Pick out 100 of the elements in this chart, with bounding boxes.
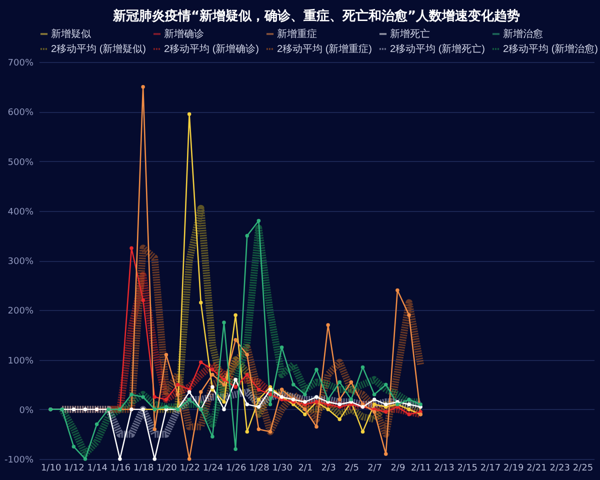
point [407, 402, 411, 406]
point [210, 385, 214, 389]
point [349, 398, 354, 402]
point [256, 218, 261, 223]
x-tick-label: 2/25 [572, 464, 594, 474]
y-tick-label: -100% [4, 456, 34, 466]
point [118, 457, 122, 461]
point [292, 382, 296, 386]
point [234, 385, 238, 389]
legend-label: 新增重症 [277, 28, 317, 40]
x-tick-label: 2/9 [390, 464, 406, 474]
point [256, 398, 261, 402]
x-tick-label: 2/7 [368, 464, 382, 474]
point [268, 388, 272, 392]
point [234, 378, 238, 382]
point [338, 402, 342, 406]
point [210, 368, 214, 372]
chart-title: 新冠肺炎疫情“新增疑似，确诊、重症、死亡和治愈”人数增速变化趋势 [112, 8, 520, 24]
legend-label: 新增疑似 [51, 28, 91, 40]
point [210, 372, 214, 377]
point [360, 365, 365, 370]
y-tick-label: 600% [8, 108, 34, 118]
point [245, 430, 249, 434]
point [222, 378, 226, 382]
point [130, 246, 134, 250]
point [268, 402, 272, 406]
point [349, 380, 354, 384]
point [164, 398, 168, 402]
legend-label: 2移动平均 (新增确诊) [164, 43, 259, 55]
point [141, 84, 145, 89]
point [245, 352, 249, 357]
point [303, 412, 307, 416]
point [314, 368, 318, 372]
point [222, 408, 226, 412]
x-tick-label: 1/24 [202, 464, 224, 474]
point [245, 234, 249, 238]
point [152, 427, 156, 432]
point [360, 430, 365, 434]
point [152, 457, 156, 461]
legend-label: 新增死亡 [390, 28, 430, 40]
x-tick-label: 1/16 [110, 464, 131, 474]
point [222, 320, 226, 324]
point [72, 444, 76, 448]
point [338, 380, 342, 384]
x-tick-label: 1/10 [40, 464, 62, 474]
legend-label: 新增治愈 [503, 28, 543, 40]
point [130, 392, 134, 396]
y-tick-label: 200% [8, 306, 34, 317]
x-tick-label: 2/15 [457, 464, 478, 474]
legend-label: 2移动平均 (新增重症) [277, 43, 372, 55]
point [268, 430, 272, 434]
y-tick-label: 300% [8, 257, 34, 267]
x-tick-label: 1/26 [226, 464, 246, 474]
x-tick-label: 2/23 [550, 464, 570, 474]
point [72, 408, 76, 412]
point [245, 372, 249, 377]
point [256, 427, 261, 432]
point [303, 392, 307, 396]
point [187, 112, 192, 116]
point [280, 345, 284, 350]
point [338, 398, 342, 402]
point [372, 402, 376, 406]
legend-label: 新增确诊 [164, 28, 204, 40]
point [384, 410, 388, 414]
y-tick-label: 100% [8, 356, 34, 366]
point [407, 412, 411, 416]
point [222, 382, 226, 386]
x-tick-label: 2/5 [344, 464, 359, 474]
x-tick-label: 1/22 [180, 464, 200, 474]
point [164, 405, 168, 409]
y-tick-label: 500% [8, 158, 34, 168]
point [187, 457, 192, 461]
legend-label: 2移动平均 (新增治愈) [503, 43, 598, 55]
point [176, 382, 180, 386]
point [326, 398, 330, 402]
point [199, 390, 203, 394]
point [152, 395, 156, 399]
x-tick-label: 1/20 [156, 464, 178, 474]
point [256, 405, 261, 409]
point [303, 400, 307, 404]
point [83, 408, 88, 412]
point [407, 408, 411, 412]
point [396, 288, 400, 292]
point [199, 360, 203, 364]
point [164, 352, 168, 357]
x-tick-label: 1/30 [272, 464, 293, 474]
x-tick-label: 1/18 [133, 464, 154, 474]
y-tick-label: 700% [8, 58, 34, 68]
point [314, 424, 318, 429]
point [187, 390, 192, 394]
point [303, 408, 307, 412]
point [234, 313, 238, 317]
point [234, 338, 238, 342]
x-tick-label: 2/21 [526, 464, 547, 474]
point [187, 398, 192, 402]
point [268, 392, 272, 396]
point [384, 452, 388, 456]
point [210, 434, 214, 439]
point [94, 422, 99, 426]
point [372, 392, 376, 396]
